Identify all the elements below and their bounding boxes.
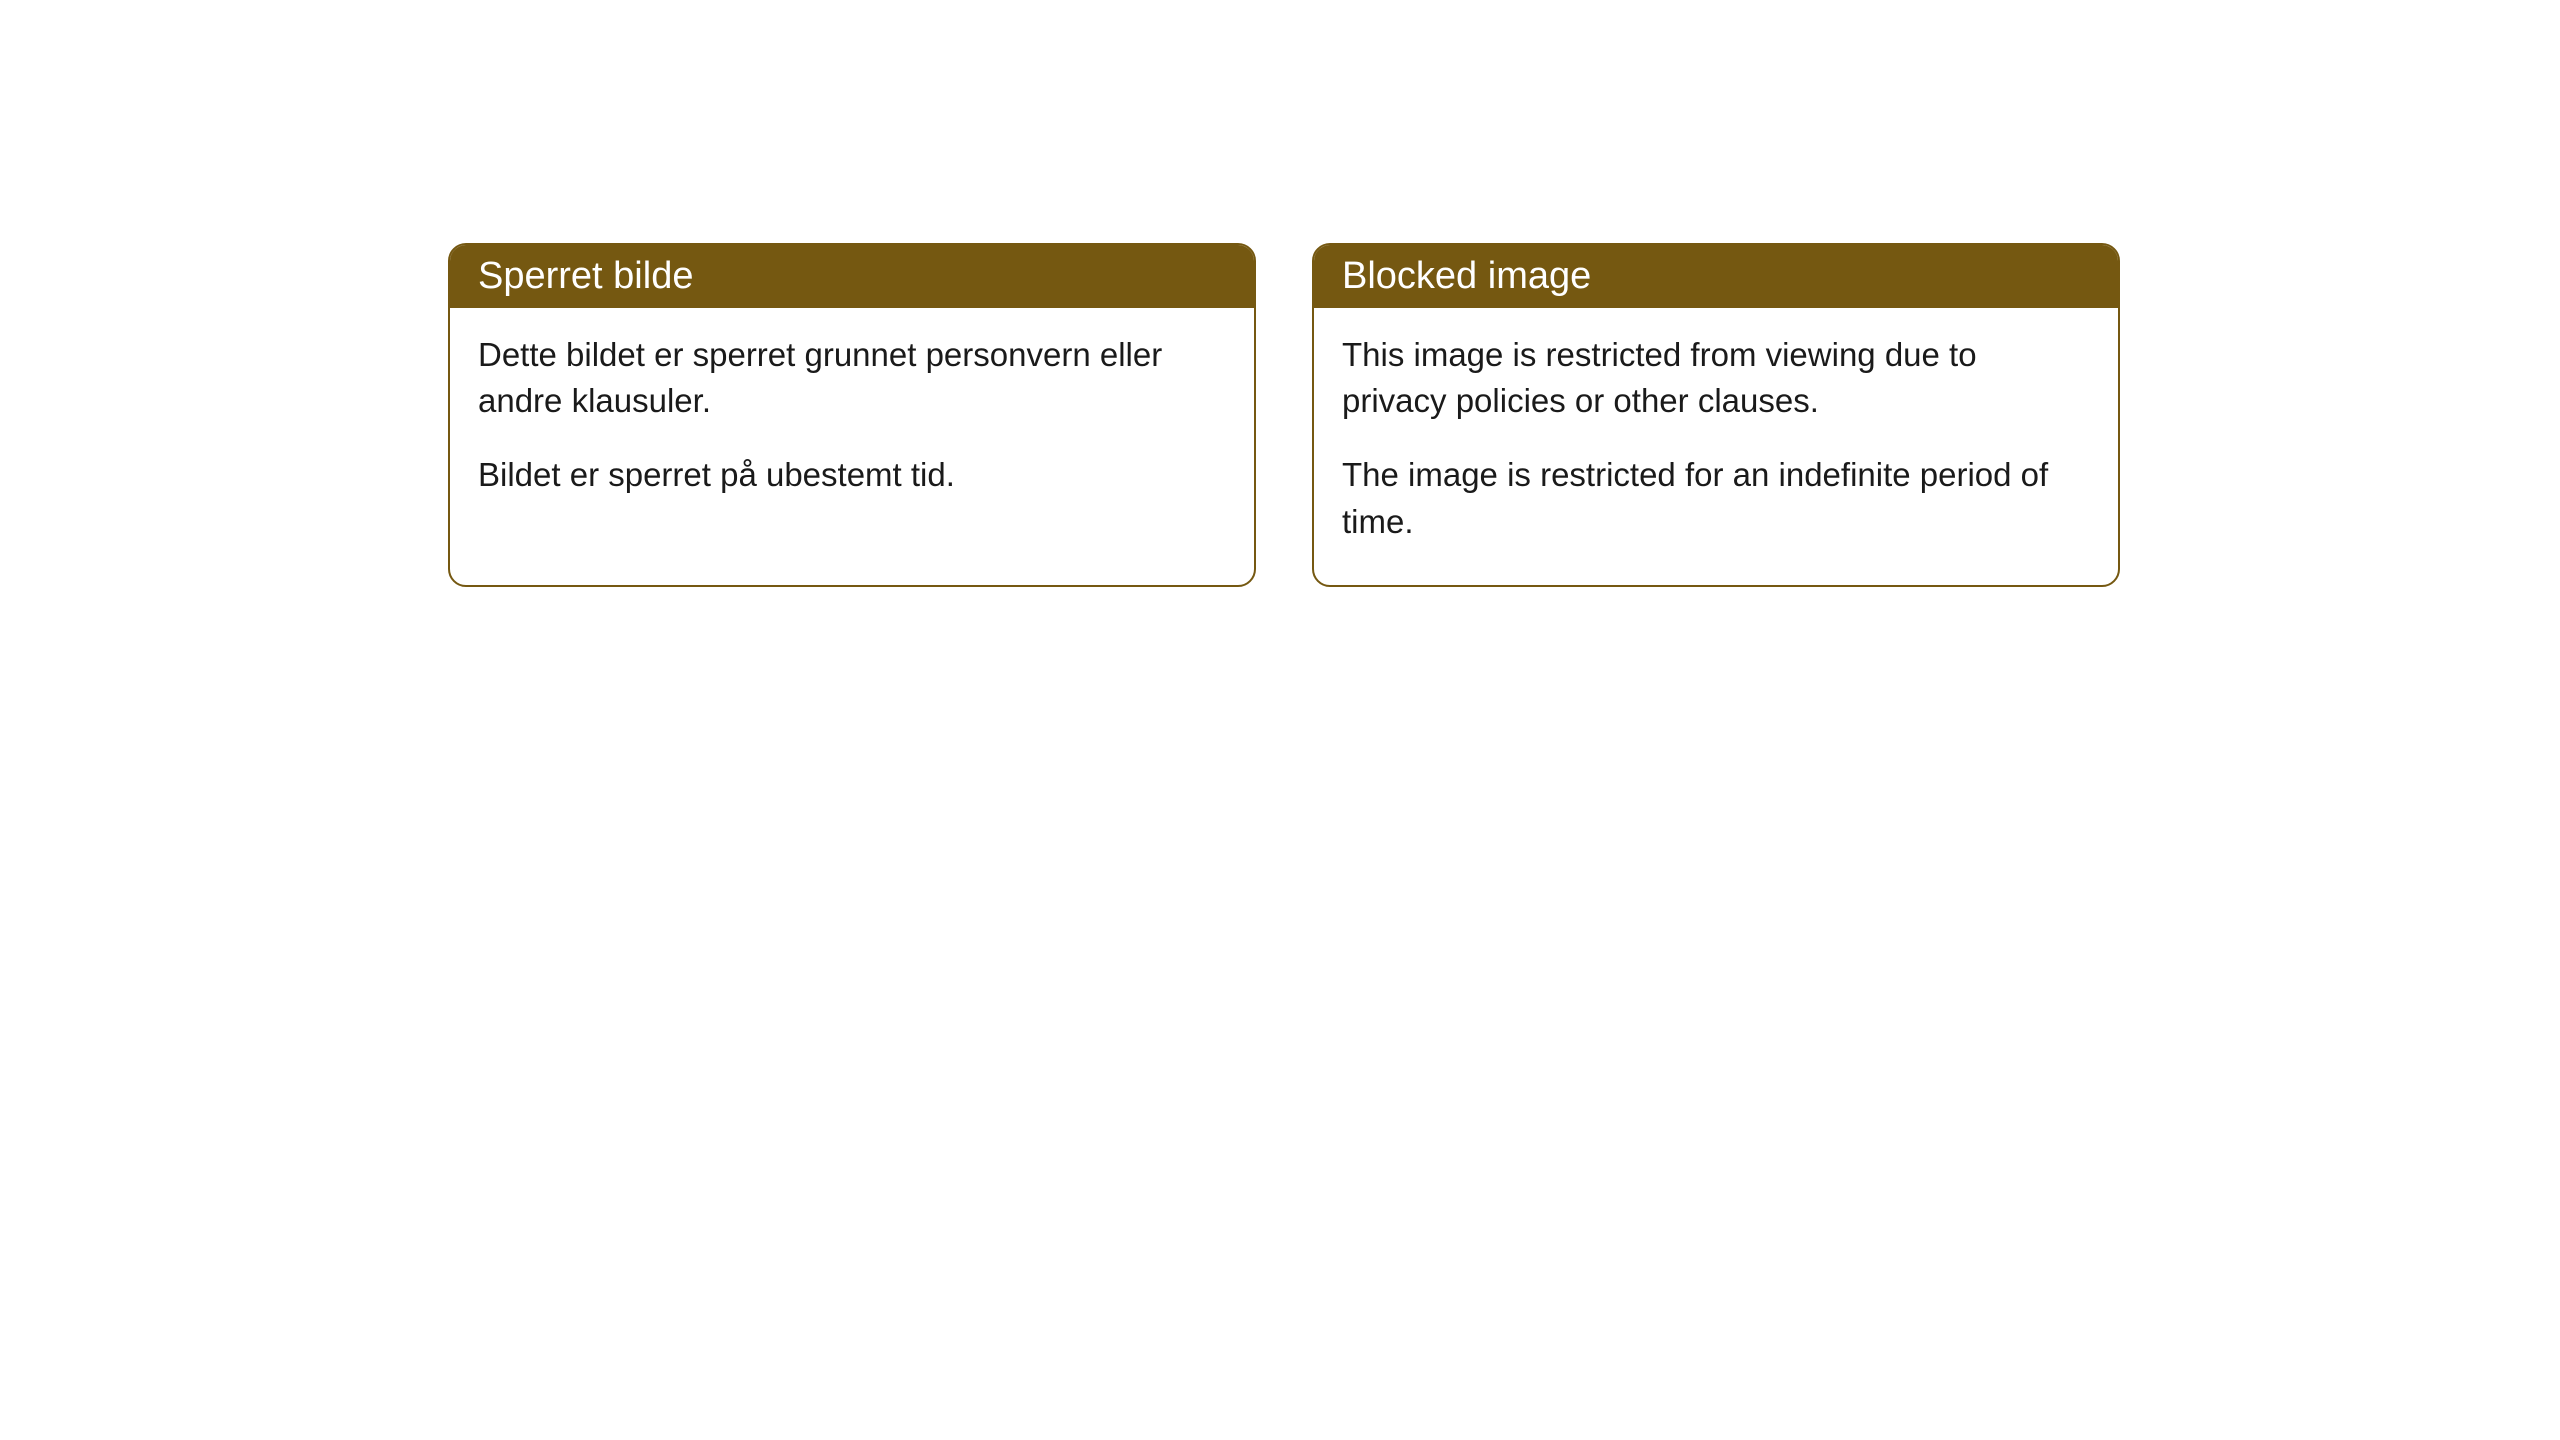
blocked-image-card-norwegian: Sperret bilde Dette bildet er sperret gr… bbox=[448, 243, 1256, 587]
card-text-english-p1: This image is restricted from viewing du… bbox=[1342, 332, 2090, 424]
card-title-norwegian: Sperret bilde bbox=[478, 255, 693, 297]
notice-cards-container: Sperret bilde Dette bildet er sperret gr… bbox=[448, 243, 2120, 587]
blocked-image-card-english: Blocked image This image is restricted f… bbox=[1312, 243, 2120, 587]
card-text-english-p2: The image is restricted for an indefinit… bbox=[1342, 452, 2090, 544]
card-body-norwegian: Dette bildet er sperret grunnet personve… bbox=[450, 308, 1254, 539]
card-text-norwegian-p2: Bildet er sperret på ubestemt tid. bbox=[478, 452, 1226, 498]
card-title-english: Blocked image bbox=[1342, 255, 1591, 297]
card-header-norwegian: Sperret bilde bbox=[450, 245, 1254, 308]
card-body-english: This image is restricted from viewing du… bbox=[1314, 308, 2118, 585]
card-text-norwegian-p1: Dette bildet er sperret grunnet personve… bbox=[478, 332, 1226, 424]
card-header-english: Blocked image bbox=[1314, 245, 2118, 308]
